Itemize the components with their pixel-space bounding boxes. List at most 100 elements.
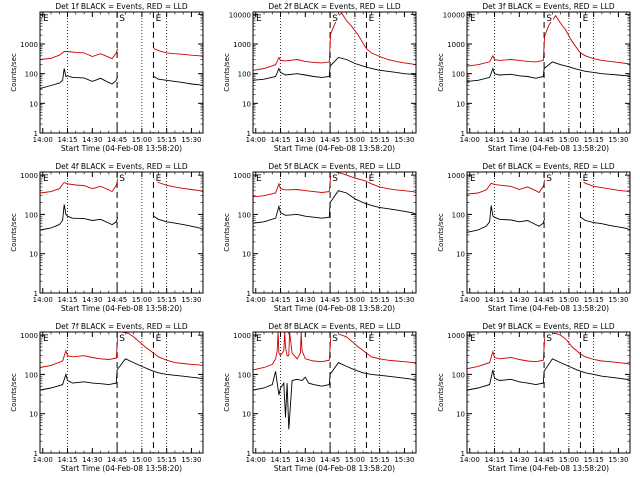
x-tick-label: 15:00: [559, 136, 579, 144]
y-tick-label: 1000: [233, 41, 251, 49]
y-tick-label: 10: [242, 100, 251, 108]
plot-frame: [39, 171, 204, 294]
lld-series-1: [467, 14, 630, 67]
y-tick-label: 1000: [447, 41, 465, 49]
end-marker-label: E: [583, 174, 589, 184]
x-tick-label: 14:30: [509, 296, 529, 304]
chart-panel-2: Det 2f BLACK = Events, RED = LLD S E E 1 10 10…: [223, 2, 417, 153]
x-tick-label: 15:00: [345, 136, 365, 144]
y-tick-label: 10000: [229, 11, 251, 19]
y-tick-label: 1: [247, 290, 251, 298]
marker-label-bg: [367, 333, 376, 342]
lld-series-3: [580, 179, 630, 193]
x-axis: 14:00 14:15 14:30 14:45 15:00 15:15 15:30: [33, 332, 202, 464]
x-tick-label: 15:30: [181, 456, 201, 464]
marker-label-bg: [331, 173, 340, 182]
x-axis-label: Start Time (04-Feb-08 13:58:20): [274, 304, 395, 313]
x-tick-label: 14:15: [270, 136, 290, 144]
y-tick-label: 100: [25, 211, 38, 219]
x-tick-label: 15:30: [394, 456, 414, 464]
x-axis: 14:00 14:15 14:30 14:45 15:00 15:15 15:30: [460, 172, 629, 304]
y-tick-label: 1: [247, 450, 251, 458]
x-axis-label: Start Time (04-Feb-08 13:58:20): [274, 464, 395, 473]
plot-frame: [252, 11, 417, 134]
x-tick-label: 15:30: [608, 296, 628, 304]
x-tick-label: 14:45: [107, 136, 127, 144]
x-tick-label: 14:45: [320, 296, 340, 304]
x-tick-label: 14:30: [295, 296, 315, 304]
x-tick-label: 14:00: [33, 456, 53, 464]
x-tick-label: 14:45: [107, 456, 127, 464]
y-tick-label: 1000: [233, 332, 251, 340]
x-tick-label: 14:30: [295, 456, 315, 464]
x-tick-label: 15:15: [370, 136, 390, 144]
x-tick-label: 15:00: [559, 296, 579, 304]
x-tick-label: 15:30: [608, 456, 628, 464]
end-marker-label: E: [156, 334, 162, 344]
x-axis-label: Start Time (04-Feb-08 13:58:20): [61, 144, 182, 153]
start-marker-label: S: [119, 14, 125, 24]
corner-marker-label: E: [470, 14, 476, 24]
x-axis-label: Start Time (04-Feb-08 13:58:20): [488, 144, 609, 153]
y-axis: 1 10 100 1000: [20, 332, 203, 458]
y-tick-label: 1: [34, 130, 38, 138]
marker-label-bg: [581, 173, 590, 182]
x-tick-label: 15:15: [584, 136, 604, 144]
plot-frame: [252, 331, 417, 454]
corner-marker-label: E: [43, 174, 49, 184]
x-axis-label: Start Time (04-Feb-08 13:58:20): [61, 464, 182, 473]
y-tick-label: 100: [238, 211, 251, 219]
series-group: [253, 332, 416, 430]
events-series-2: [580, 216, 630, 231]
chart-panel-8: Det 8f BLACK = Events, RED = LLD S E E 1 10 10…: [223, 322, 417, 473]
events-series-2: [153, 215, 203, 230]
chart-title: Det 2f BLACK = Events, RED = LLD: [268, 2, 401, 11]
y-tick-label: 1000: [20, 172, 38, 180]
marker-label-bg: [367, 173, 376, 182]
y-axis: 1 10 100 1000: [20, 172, 203, 298]
chart-title: Det 5f BLACK = Events, RED = LLD: [268, 162, 401, 171]
marker-lines: [67, 12, 168, 133]
corner-marker-label: E: [256, 14, 262, 24]
x-axis: 14:00 14:15 14:30 14:45 15:00 15:15 15:30: [246, 12, 415, 144]
x-tick-label: 15:15: [370, 456, 390, 464]
plot-frame: [466, 331, 631, 454]
y-tick-label: 1: [34, 290, 38, 298]
x-tick-label: 14:00: [33, 136, 53, 144]
x-tick-label: 14:00: [33, 296, 53, 304]
x-axis: 14:00 14:15 14:30 14:45 15:00 15:15 15:30: [33, 172, 202, 304]
y-tick-label: 1: [34, 450, 38, 458]
x-tick-label: 15:00: [132, 296, 152, 304]
x-tick-label: 14:00: [460, 296, 480, 304]
y-tick-label: 100: [452, 371, 465, 379]
y-tick-label: 10: [456, 100, 465, 108]
chart-panel-1: Det 1f BLACK = Events, RED = LLD S E E 1 10 10…: [10, 2, 204, 153]
y-axis-label: Counts/sec: [223, 53, 231, 92]
y-axis: 1 10 100 1000: [233, 332, 416, 458]
start-marker-label: S: [546, 334, 552, 344]
plot-frame: [466, 11, 631, 134]
chart-panel-5: Det 5f BLACK = Events, RED = LLD S E E 1 10 10…: [223, 162, 417, 313]
x-tick-label: 14:30: [82, 456, 102, 464]
y-axis: 1 10 100 1000: [447, 172, 630, 298]
y-axis-label: Counts/sec: [10, 213, 18, 252]
y-axis: 1 10 100 1000: [233, 172, 416, 298]
y-tick-label: 10: [242, 251, 251, 259]
end-marker-label: E: [369, 334, 375, 344]
y-tick-label: 10: [242, 411, 251, 419]
y-axis: 1 10 100 1000: [447, 332, 630, 458]
y-tick-label: 1: [247, 130, 251, 138]
y-tick-label: 100: [452, 211, 465, 219]
x-tick-label: 14:45: [320, 456, 340, 464]
y-tick-label: 1: [461, 450, 465, 458]
x-tick-label: 15:00: [345, 456, 365, 464]
chart-title: Det 4f BLACK = Events, RED = LLD: [55, 162, 188, 171]
x-tick-label: 15:30: [394, 296, 414, 304]
chart-panel-4: Det 4f BLACK = Events, RED = LLD S E E 1 10 10…: [10, 162, 204, 313]
x-tick-label: 15:15: [157, 296, 177, 304]
events-series-2: [153, 76, 203, 86]
start-marker-label: S: [332, 334, 338, 344]
events-series-0: [467, 205, 546, 233]
lld-series-3: [153, 48, 203, 57]
